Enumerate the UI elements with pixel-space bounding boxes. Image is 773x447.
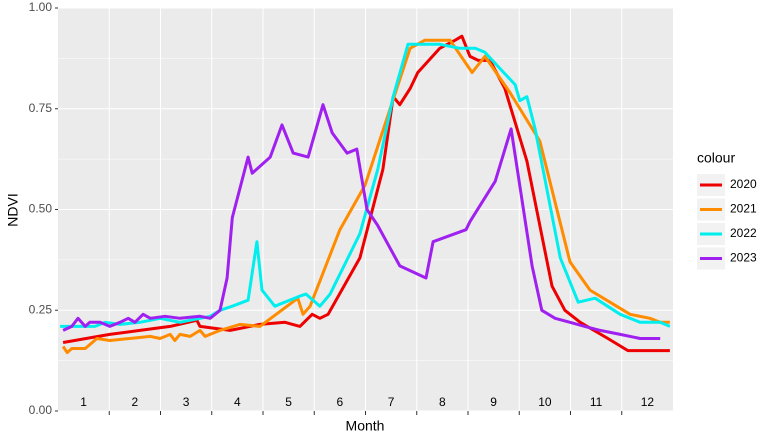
x-tick-label: 9 bbox=[490, 395, 497, 409]
x-tick-label: 2 bbox=[132, 395, 139, 409]
legend-label: 2021 bbox=[730, 202, 757, 216]
legend-label: 2023 bbox=[730, 251, 757, 265]
x-tick-label: 12 bbox=[641, 395, 655, 409]
y-axis-title: NDVI bbox=[5, 193, 21, 226]
x-tick-label: 6 bbox=[337, 395, 344, 409]
legend-label: 2020 bbox=[730, 177, 757, 191]
x-tick-label: 8 bbox=[439, 395, 446, 409]
x-tick-label: 7 bbox=[388, 395, 395, 409]
series-line bbox=[61, 38, 670, 355]
y-tick-label: 1.00 bbox=[29, 0, 53, 14]
y-tick-label: 0.25 bbox=[29, 302, 53, 316]
legend-label: 2022 bbox=[730, 226, 757, 240]
y-tick-label: 0.75 bbox=[29, 101, 53, 115]
series-line bbox=[62, 103, 661, 340]
x-axis-title: Month bbox=[346, 418, 385, 434]
x-tick-label: 11 bbox=[590, 395, 603, 409]
x-tick-label: 4 bbox=[234, 395, 241, 409]
x-tick-label: 3 bbox=[183, 395, 190, 409]
y-tick-label: 0.50 bbox=[29, 202, 53, 216]
y-tick-label: 0.00 bbox=[29, 403, 53, 417]
legend-title: colour bbox=[697, 150, 735, 166]
x-tick-label: 5 bbox=[285, 395, 292, 409]
x-tick-label: 1 bbox=[80, 395, 87, 409]
x-tick-label: 10 bbox=[538, 395, 552, 409]
series-line bbox=[62, 34, 670, 353]
series-line bbox=[60, 42, 671, 328]
